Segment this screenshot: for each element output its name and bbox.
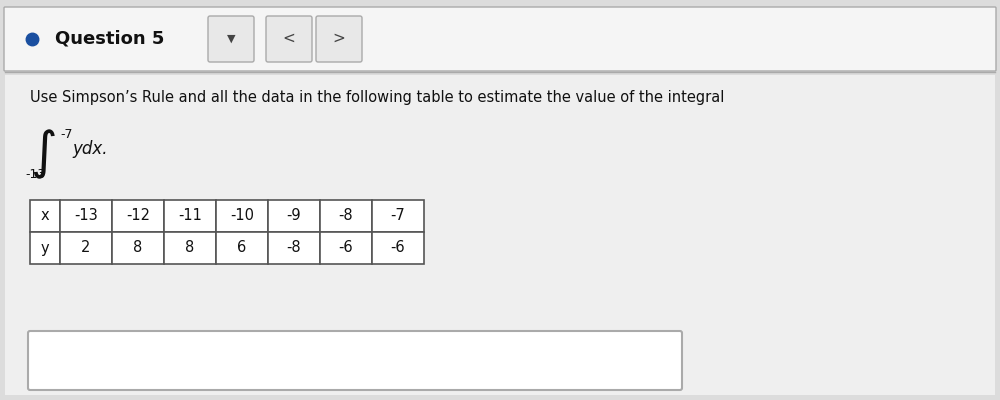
Text: <: < [283,31,295,46]
Text: ydx.: ydx. [72,140,108,158]
Text: -13: -13 [74,208,98,224]
Text: -9: -9 [287,208,301,224]
Bar [164,232,216,264]
Text: $\int$: $\int$ [30,128,56,182]
Text: -12: -12 [126,208,150,224]
Text: x: x [41,208,49,224]
Text: -10: -10 [230,208,254,224]
FancyBboxPatch shape [28,331,682,390]
Bar [372,232,424,264]
Text: >: > [333,31,345,46]
Bar [268,200,320,232]
FancyBboxPatch shape [316,16,362,62]
Text: y: y [41,240,49,256]
Bar [320,200,372,232]
Text: -7: -7 [391,208,405,224]
Bar [112,200,164,232]
Bar [60,232,112,264]
Bar [372,200,424,232]
Bar [30,232,60,264]
Text: 6: 6 [237,240,247,256]
Text: -13: -13 [25,168,45,181]
Text: 8: 8 [185,240,195,256]
Bar [164,200,216,232]
FancyBboxPatch shape [266,16,312,62]
Bar [30,200,60,232]
Bar [216,232,268,264]
Text: Question 5: Question 5 [55,30,164,48]
Text: 2: 2 [81,240,91,256]
Text: ▼: ▼ [227,34,235,44]
FancyBboxPatch shape [208,16,254,62]
Text: -11: -11 [178,208,202,224]
Text: -8: -8 [287,240,301,256]
Bar [268,232,320,264]
Text: -6: -6 [339,240,353,256]
Bar [112,232,164,264]
Text: -8: -8 [339,208,353,224]
FancyBboxPatch shape [4,7,996,71]
FancyBboxPatch shape [5,75,995,395]
Text: -7: -7 [60,128,72,141]
Text: -6: -6 [391,240,405,256]
Bar [216,200,268,232]
Text: 8: 8 [133,240,143,256]
Bar [60,200,112,232]
Bar [320,232,372,264]
Text: Use Simpson’s Rule and all the data in the following table to estimate the value: Use Simpson’s Rule and all the data in t… [30,90,724,105]
